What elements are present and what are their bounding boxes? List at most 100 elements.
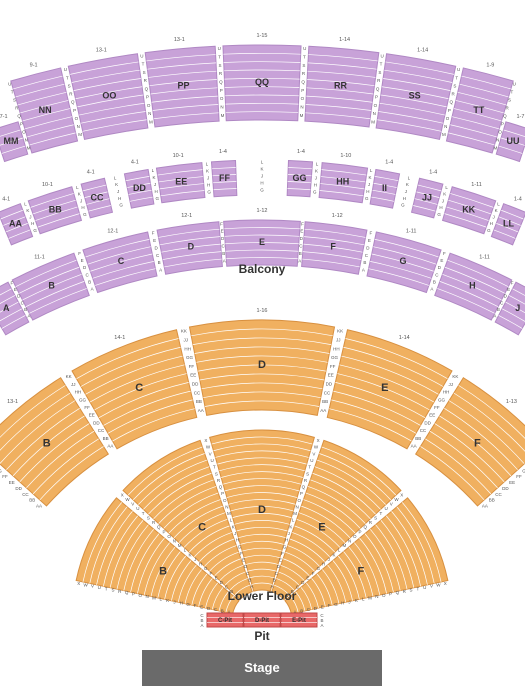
svg-text:H: H xyxy=(403,196,406,201)
svg-text:L: L xyxy=(114,175,117,180)
svg-text:W: W xyxy=(314,445,319,450)
svg-text:J: J xyxy=(368,182,370,187)
section-FF[interactable] xyxy=(211,161,236,197)
svg-text:HH: HH xyxy=(333,346,340,351)
svg-text:L: L xyxy=(152,168,155,173)
seatnum-FF: 1-4 xyxy=(219,149,227,155)
svg-text:S: S xyxy=(374,515,377,520)
svg-text:U: U xyxy=(513,82,516,87)
svg-text:X: X xyxy=(317,438,320,443)
section-DD[interactable] xyxy=(124,169,153,208)
svg-text:M: M xyxy=(178,543,182,548)
section-RR[interactable] xyxy=(305,46,379,127)
svg-text:P: P xyxy=(146,95,149,100)
svg-text:U: U xyxy=(310,458,313,463)
svg-text:S: S xyxy=(378,70,381,75)
section-II[interactable] xyxy=(370,169,399,208)
svg-text:U: U xyxy=(140,53,143,58)
svg-text:W: W xyxy=(125,497,130,502)
section-UU[interactable] xyxy=(496,122,525,162)
svg-text:U: U xyxy=(303,46,306,51)
svg-text:T: T xyxy=(105,586,108,591)
svg-text:A: A xyxy=(298,259,301,264)
svg-text:BB: BB xyxy=(103,436,109,441)
svg-text:AA: AA xyxy=(482,504,488,509)
svg-text:AA: AA xyxy=(36,504,42,509)
svg-text:H: H xyxy=(236,538,239,543)
svg-text:DD: DD xyxy=(424,420,431,425)
svg-text:H: H xyxy=(207,183,210,188)
seatnum-B: 13-1 xyxy=(7,399,18,405)
section-QQ[interactable] xyxy=(223,45,301,121)
svg-text:CC: CC xyxy=(324,390,331,395)
svg-text:F: F xyxy=(210,571,213,576)
svg-text:B: B xyxy=(299,251,302,256)
svg-text:G: G xyxy=(33,228,37,233)
svg-text:N: N xyxy=(145,594,148,599)
section-label-E: E xyxy=(381,382,388,394)
svg-text:JJ: JJ xyxy=(71,382,76,387)
svg-text:K: K xyxy=(443,192,446,197)
svg-text:W: W xyxy=(436,582,441,587)
svg-text:J: J xyxy=(173,599,175,604)
seatnum-AA: 4-1 xyxy=(2,197,10,203)
svg-text:K: K xyxy=(355,598,358,603)
svg-text:Q: Q xyxy=(157,525,161,530)
svg-text:P: P xyxy=(221,491,224,496)
section-GG[interactable] xyxy=(287,161,312,197)
seatnum-G: 1-11 xyxy=(406,228,417,234)
svg-text:O: O xyxy=(298,498,302,503)
svg-text:E: E xyxy=(368,238,371,243)
svg-text:P: P xyxy=(389,591,392,596)
svg-text:J: J xyxy=(80,198,82,203)
seatnum-EE: 10-1 xyxy=(173,153,184,159)
svg-text:N: N xyxy=(444,124,447,129)
svg-text:F: F xyxy=(152,231,155,236)
svg-text:R: R xyxy=(144,78,148,83)
svg-text:G: G xyxy=(119,203,123,208)
svg-text:B: B xyxy=(158,260,161,265)
svg-text:A: A xyxy=(159,267,162,272)
section-EE[interactable] xyxy=(156,163,204,203)
svg-text:V: V xyxy=(312,451,315,456)
svg-text:U: U xyxy=(381,53,384,58)
seating-chart-svg: MM7-1NN9-1OO13-1PP13-1QQ1-15RR1-14SS1-14… xyxy=(0,0,525,690)
svg-text:L: L xyxy=(206,162,209,167)
svg-text:F: F xyxy=(328,603,331,608)
svg-text:J: J xyxy=(117,189,119,194)
seatnum-F: 1-12 xyxy=(332,213,343,219)
svg-text:AA: AA xyxy=(320,408,326,413)
section-HH[interactable] xyxy=(319,163,367,203)
svg-text:K: K xyxy=(232,524,235,529)
svg-text:E: E xyxy=(279,558,282,563)
section-PP[interactable] xyxy=(145,46,219,127)
svg-text:J: J xyxy=(234,531,236,536)
svg-text:DD: DD xyxy=(192,382,199,387)
section-MM[interactable] xyxy=(0,122,28,162)
svg-text:N: N xyxy=(375,594,378,599)
svg-text:B: B xyxy=(24,307,27,312)
svg-text:L: L xyxy=(24,202,27,207)
svg-text:CC: CC xyxy=(495,492,502,497)
svg-text:J: J xyxy=(442,198,444,203)
svg-text:E: E xyxy=(153,238,156,243)
svg-text:E: E xyxy=(300,229,303,234)
svg-text:CC: CC xyxy=(420,428,427,433)
svg-text:Q: Q xyxy=(449,100,453,105)
svg-text:J: J xyxy=(288,531,290,536)
svg-text:FF: FF xyxy=(516,474,522,479)
svg-text:W: W xyxy=(206,445,211,450)
svg-text:R: R xyxy=(377,78,381,83)
svg-text:E: E xyxy=(321,605,324,610)
seatnum-JJ: 1-4 xyxy=(429,169,437,175)
svg-text:Q: Q xyxy=(17,114,21,119)
svg-text:D: D xyxy=(83,265,87,270)
svg-text:M: M xyxy=(227,511,231,516)
svg-text:O: O xyxy=(223,498,227,503)
svg-text:S: S xyxy=(13,98,16,103)
svg-text:T: T xyxy=(142,62,145,67)
svg-text:G: G xyxy=(283,544,287,549)
svg-text:U: U xyxy=(211,458,214,463)
svg-text:FF: FF xyxy=(2,474,8,479)
svg-text:T: T xyxy=(142,511,145,516)
